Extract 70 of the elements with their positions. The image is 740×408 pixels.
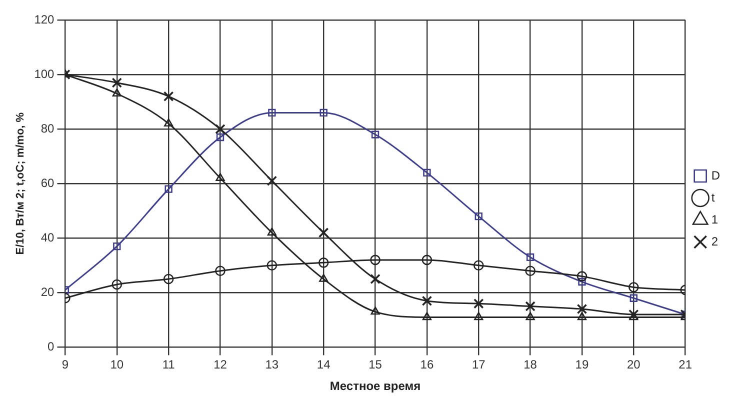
x-tick-label: 9 (62, 358, 69, 372)
y-tick-label: 40 (40, 230, 55, 244)
y-tick-label: 80 (40, 121, 55, 136)
x-tick-label: 20 (626, 358, 641, 372)
x-axis-title: Местное время (330, 379, 421, 394)
point (267, 228, 276, 236)
point (216, 133, 224, 142)
point (266, 176, 278, 186)
point (216, 172, 225, 182)
point (628, 309, 639, 320)
point (526, 312, 535, 320)
legend-label: D (711, 168, 720, 182)
x-tick-label: 18 (524, 358, 538, 372)
point (319, 274, 328, 282)
point (578, 278, 586, 286)
point (266, 260, 278, 271)
point (473, 298, 484, 309)
point (164, 118, 174, 127)
point (371, 130, 380, 138)
point (112, 279, 122, 290)
y-axis-title: E/10, Вт/м 2; t,oC; m/mo, % (14, 112, 27, 255)
y-tick-label: 0 (48, 340, 55, 354)
point (268, 108, 276, 117)
point (163, 274, 174, 284)
point (163, 91, 174, 102)
point (474, 212, 482, 220)
x-tick-label: 21 (678, 358, 692, 372)
y-tick-label: 60 (40, 176, 55, 190)
x-tick-label: 12 (214, 358, 228, 372)
x-tick-label: 13 (265, 358, 279, 372)
point (318, 258, 329, 268)
point (113, 242, 121, 250)
point (370, 254, 380, 266)
point (422, 312, 432, 320)
point (370, 306, 380, 315)
point (112, 88, 122, 97)
point (525, 301, 536, 312)
x-tick-label: 11 (162, 358, 176, 372)
point (318, 228, 329, 238)
x-tick-label: 16 (420, 358, 434, 372)
point (576, 271, 588, 282)
point (422, 296, 432, 306)
point (422, 254, 432, 266)
point (370, 274, 380, 284)
y-tick-label: 20 (40, 284, 55, 299)
legend-label: 2 (711, 234, 718, 248)
point (215, 266, 226, 276)
point (320, 108, 328, 117)
point (629, 312, 638, 320)
x-tick-label: 10 (110, 358, 124, 372)
point (577, 312, 587, 320)
point (164, 185, 172, 193)
point (576, 304, 588, 314)
legend-label: 1 (711, 212, 718, 226)
point (474, 312, 484, 320)
legend-label: t (711, 190, 716, 204)
x-tick-label: 15 (368, 358, 382, 372)
x-tick-label: 14 (316, 358, 331, 372)
point (628, 282, 639, 292)
point (526, 253, 534, 262)
y-tick-label: 120 (34, 12, 55, 26)
point (525, 266, 536, 276)
x-tick-label: 17 (472, 358, 486, 372)
x-tick-label: 19 (575, 358, 589, 372)
point (215, 124, 226, 134)
y-tick-label: 100 (34, 66, 55, 81)
point (112, 78, 122, 88)
point (423, 168, 431, 177)
point (473, 260, 484, 271)
point (630, 294, 638, 302)
